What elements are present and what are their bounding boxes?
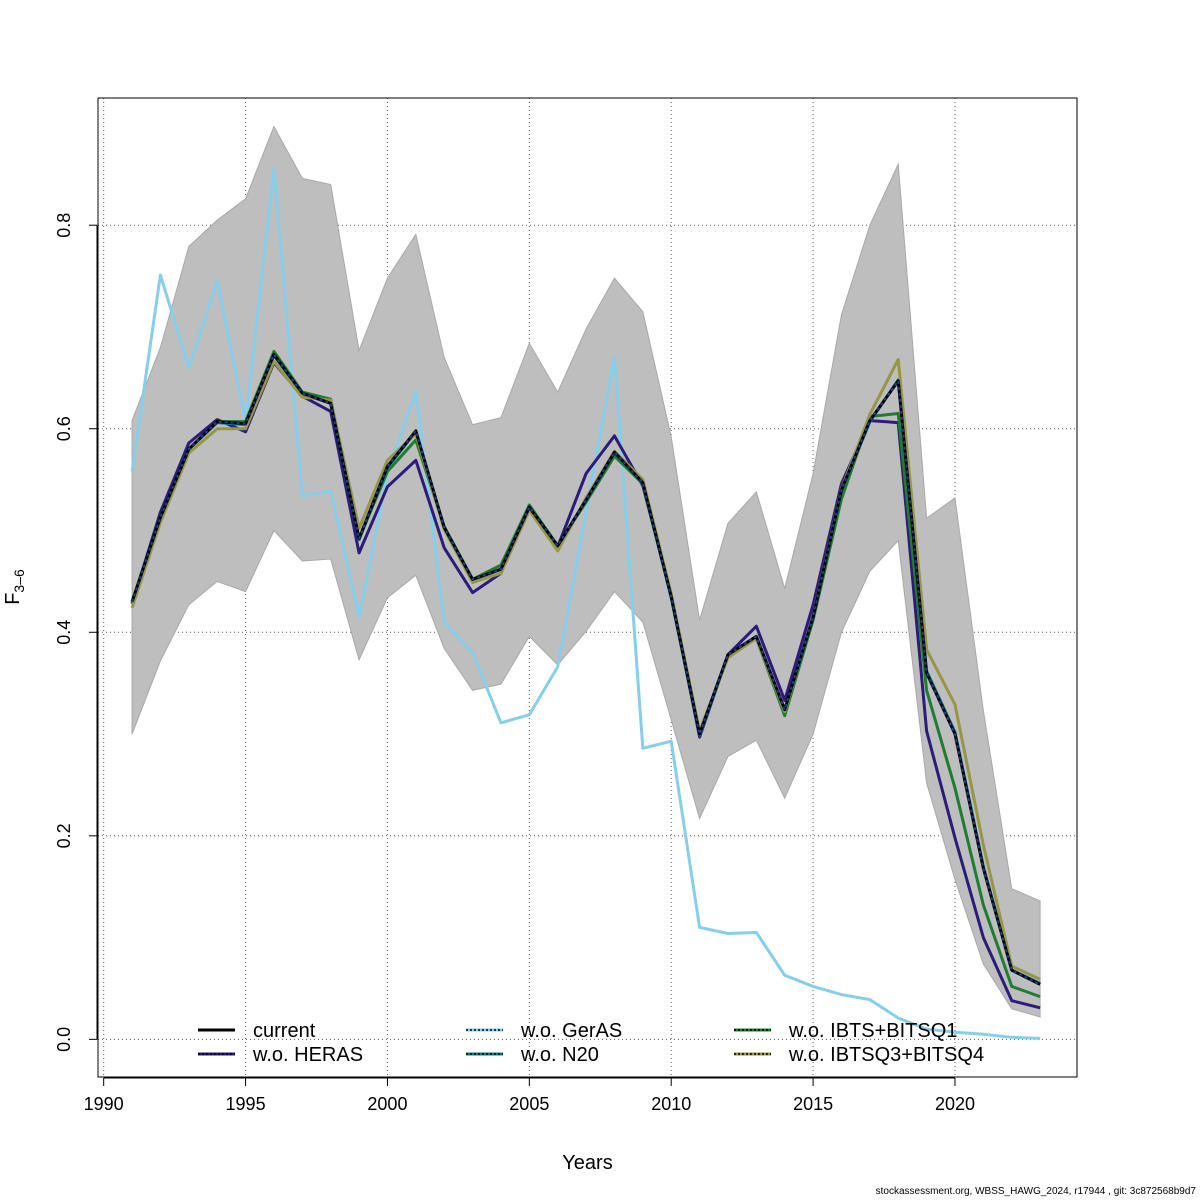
x-tick-label-2015: 2015 [793,1094,833,1114]
confidence-band-area [131,125,1041,1018]
legend-label-0: current [253,1020,316,1042]
y-tick-label-0.6: 0.6 [54,416,74,441]
legend-label-5: w.o. IBTSQ3+BITSQ4 [788,1044,984,1066]
series-lines [130,166,1041,1040]
y-axis-title-subscript: 3–6 [11,569,27,593]
x-axis: 1990 1995 2000 2005 2010 2015 2020 [84,1077,975,1114]
x-tick-label-1995: 1995 [226,1094,266,1114]
confidence-band [131,125,1041,1018]
series-line-3 [131,353,1041,986]
x-tick-label-1990: 1990 [84,1094,124,1114]
plot-frame [97,97,1078,1078]
legend-label-2: w.o. GerAS [520,1020,622,1042]
y-tick-label-0.4: 0.4 [54,620,74,645]
y-axis: 0.0 0.2 0.4 0.6 0.8 [54,213,98,1052]
y-tick-label-0.8: 0.8 [54,213,74,238]
y-axis-title-main: F [2,593,24,605]
x-tick-label-2000: 2000 [367,1094,407,1114]
x-tick-label-2010: 2010 [651,1094,691,1114]
x-tick-label-2020: 2020 [935,1094,975,1114]
x-tick-label-2005: 2005 [509,1094,549,1114]
y-tick-label-0: 0.0 [54,1027,74,1052]
legend-label-1: w.o. HERAS [252,1044,363,1066]
legend-label-3: w.o. N20 [520,1044,599,1066]
y-tick-label-0.2: 0.2 [54,823,74,848]
legend-label-4: w.o. IBTS+BITSQ1 [788,1020,957,1042]
x-axis-title: Years [562,1152,612,1174]
y-axis-title: F3–6 [2,569,27,605]
series-line-2 [130,166,1041,1040]
footer-note: stockassessment.org, WBSS_HAWG_2024, r17… [875,1186,1196,1197]
